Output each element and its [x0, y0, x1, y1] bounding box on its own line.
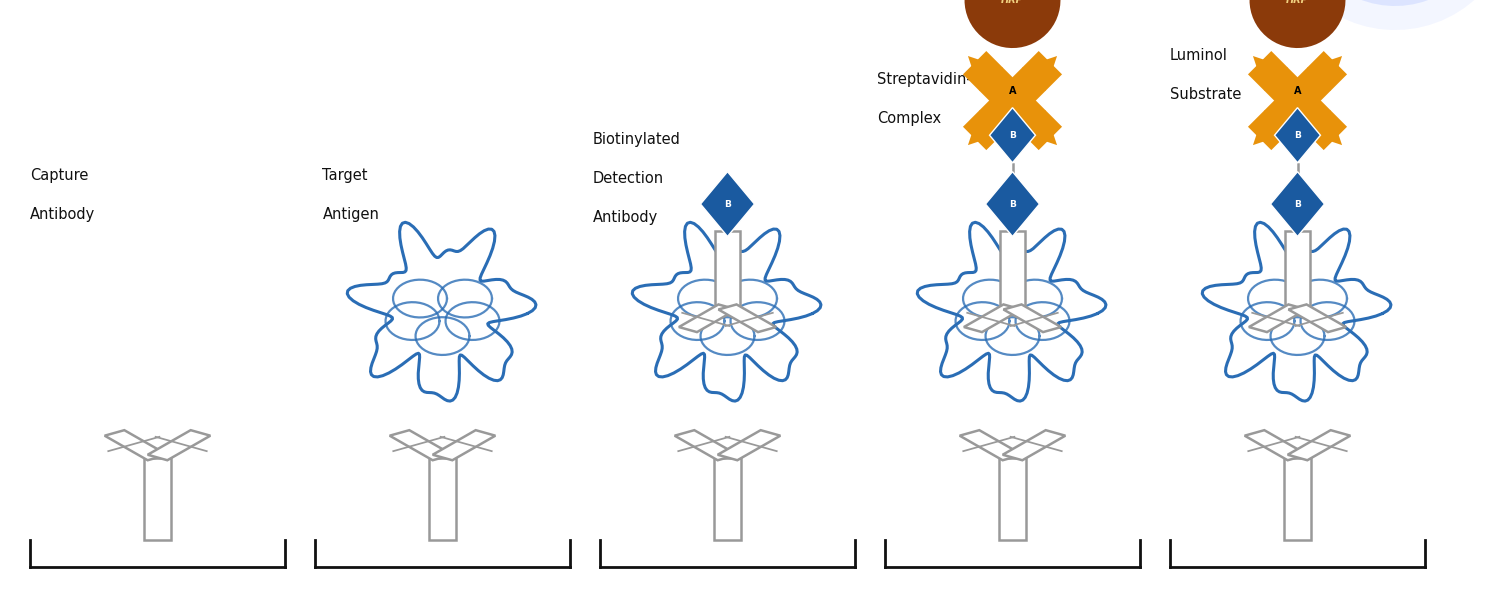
Text: A: A [1293, 86, 1300, 95]
Polygon shape [999, 457, 1026, 540]
Polygon shape [963, 51, 1062, 150]
Polygon shape [1004, 304, 1060, 332]
Polygon shape [1288, 304, 1346, 332]
Text: HRP: HRP [1000, 0, 1024, 5]
Polygon shape [105, 430, 168, 460]
Polygon shape [1270, 172, 1324, 236]
Text: Target: Target [322, 168, 368, 183]
Text: Biotinylated: Biotinylated [592, 132, 681, 147]
Polygon shape [1275, 107, 1320, 163]
Polygon shape [990, 107, 1035, 163]
Polygon shape [960, 430, 1023, 460]
Polygon shape [1299, 0, 1491, 6]
Polygon shape [1275, 0, 1500, 30]
Polygon shape [1245, 430, 1308, 460]
Polygon shape [147, 430, 210, 460]
Text: Complex: Complex [878, 111, 942, 126]
Text: B: B [1010, 200, 1016, 209]
Text: HRP: HRP [1286, 0, 1310, 5]
Polygon shape [1248, 51, 1347, 150]
Polygon shape [680, 304, 736, 332]
Polygon shape [1252, 56, 1288, 91]
Text: Streptavidin-HRP: Streptavidin-HRP [878, 72, 1002, 87]
Polygon shape [716, 231, 740, 307]
Polygon shape [1022, 56, 1058, 91]
Polygon shape [1002, 430, 1065, 460]
Text: Capture: Capture [30, 168, 88, 183]
Text: B: B [1294, 131, 1300, 140]
Polygon shape [963, 51, 1062, 150]
Text: B: B [1010, 131, 1016, 140]
Polygon shape [986, 172, 1039, 236]
Polygon shape [1022, 110, 1058, 145]
Polygon shape [1287, 430, 1350, 460]
Polygon shape [429, 457, 456, 540]
Text: A: A [1010, 86, 1017, 95]
Polygon shape [700, 172, 754, 236]
Polygon shape [1306, 110, 1342, 145]
Text: Substrate: Substrate [1170, 87, 1242, 102]
Text: Luminol: Luminol [1170, 48, 1228, 63]
Text: B: B [724, 200, 730, 209]
Polygon shape [1248, 51, 1347, 150]
Polygon shape [144, 457, 171, 540]
Polygon shape [964, 0, 1060, 48]
Polygon shape [718, 304, 776, 332]
Polygon shape [968, 110, 1004, 145]
Polygon shape [717, 430, 780, 460]
Polygon shape [675, 430, 738, 460]
Polygon shape [1286, 231, 1310, 307]
Text: Antigen: Antigen [322, 207, 380, 222]
Polygon shape [1252, 110, 1288, 145]
Polygon shape [390, 430, 453, 460]
Polygon shape [1250, 0, 1346, 48]
Polygon shape [1306, 56, 1342, 91]
Polygon shape [432, 430, 495, 460]
Polygon shape [1284, 457, 1311, 540]
Text: Antibody: Antibody [30, 207, 96, 222]
Text: Detection: Detection [592, 171, 663, 186]
Polygon shape [1250, 304, 1306, 332]
Polygon shape [968, 56, 1004, 91]
Polygon shape [714, 457, 741, 540]
Text: Antibody: Antibody [592, 210, 657, 225]
Polygon shape [964, 304, 1022, 332]
Polygon shape [1000, 231, 1024, 307]
Text: B: B [1294, 200, 1300, 209]
